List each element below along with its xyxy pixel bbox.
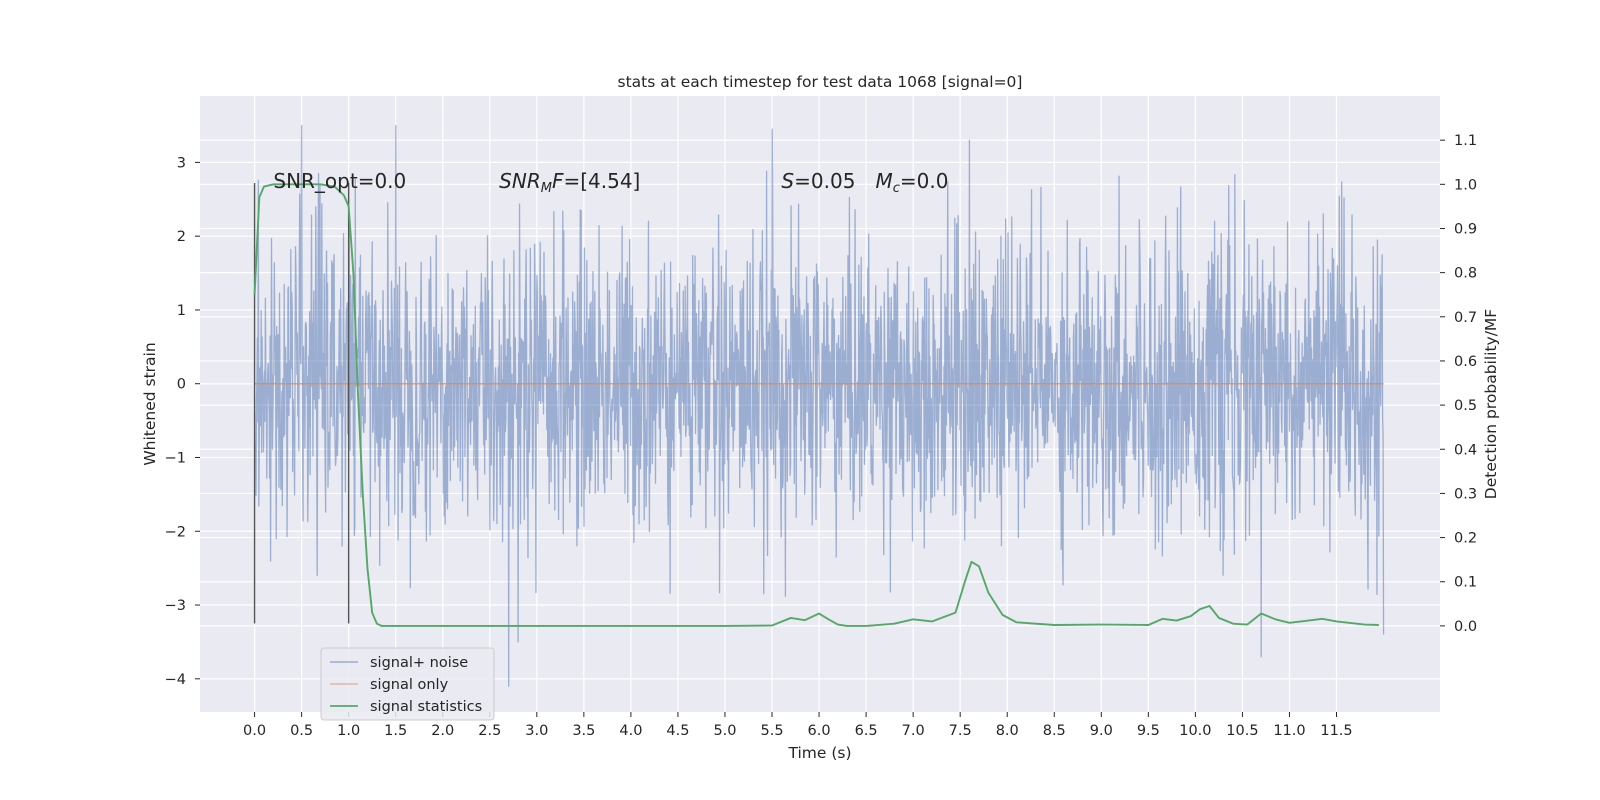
y2-axis-ticks: 1.1 1.0 0.9 0.8 0.7 0.6 0.5 0.4 0.3 0.2 0.1 0.0	[1440, 133, 1477, 635]
x-tick-label: 8.5	[1043, 723, 1066, 739]
y2-tick-label: 1.1	[1454, 133, 1477, 149]
y2-tick-label: 0.2	[1454, 531, 1477, 547]
series-signal-statistics	[253, 183, 1379, 627]
annotation: SNR_opt=0.0	[273, 169, 406, 193]
x-tick-label: 2.5	[478, 723, 501, 739]
y2-tick-label: 0.8	[1454, 266, 1477, 282]
x-axis-label: Time (s)	[787, 744, 851, 762]
x-tick-label: 5.5	[760, 723, 783, 739]
y2-tick-label: 0.9	[1454, 221, 1477, 237]
y-tick-label: 3	[177, 155, 186, 171]
y2-tick-label: 1.0	[1454, 177, 1477, 193]
y2-tick-label: 0.1	[1454, 575, 1477, 591]
x-tick-label: 3.0	[525, 723, 548, 739]
x-tick-label: 6.0	[808, 723, 831, 739]
x-tick-label: 11.0	[1273, 723, 1305, 739]
y-tick-label: −1	[165, 450, 186, 466]
y-tick-label: −2	[165, 524, 186, 540]
x-tick-label: 11.5	[1320, 723, 1352, 739]
x-tick-label: 8.0	[996, 723, 1019, 739]
x-axis-ticks: 0.0 0.5 1.0 1.5 2.0 2.5 3.0 3.5 4.0 4.5 5.0 5.5 6.0 6…	[243, 712, 1353, 739]
x-tick-label: 10.5	[1226, 723, 1258, 739]
y-tick-label: −4	[165, 672, 186, 688]
x-tick-label: 10.0	[1179, 723, 1211, 739]
annotation: SNRMF=[4.54]	[499, 169, 640, 196]
x-tick-label: 6.5	[855, 723, 878, 739]
x-tick-label: 5.0	[713, 723, 736, 739]
x-tick-label: 7.0	[902, 723, 925, 739]
y-tick-label: 0	[177, 377, 186, 393]
series-signal-plus-noise	[253, 124, 1385, 687]
x-tick-label: 7.5	[949, 723, 972, 739]
y2-tick-label: 0.4	[1454, 442, 1477, 458]
annotation: Mc=0.0	[876, 169, 949, 196]
x-tick-label: 0.0	[243, 723, 266, 739]
y2-tick-label: 0.3	[1454, 486, 1477, 502]
y2-tick-label: 0.7	[1454, 310, 1477, 326]
legend-box	[320, 647, 495, 721]
x-tick-label: 3.5	[572, 723, 595, 739]
y-tick-label: 1	[177, 303, 186, 319]
x-tick-label: 4.0	[619, 723, 642, 739]
vertical-markers	[253, 183, 350, 624]
y2-axis-label: Detection probability/MF	[1482, 309, 1500, 500]
legend: signal+ noise signal only signal statist…	[320, 647, 495, 721]
annotations: SNR_opt=0.0 SNRMF=[4.54] S=0.05 Mc=0.0	[273, 169, 948, 196]
x-tick-label: 2.0	[431, 723, 454, 739]
y-axis-ticks: 3 2 1 0 −1 −2 −3 −4	[165, 155, 200, 688]
series-signal-statistics-line	[253, 183, 1379, 627]
x-tick-label: 1.0	[337, 723, 360, 739]
legend-label-signal-plus-noise: signal+ noise	[370, 655, 468, 671]
y2-tick-label: 0.0	[1454, 619, 1477, 635]
series-signal-plus-noise-line	[253, 124, 1385, 687]
x-tick-label: 1.5	[384, 723, 407, 739]
y2-tick-label: 0.6	[1454, 354, 1477, 370]
x-tick-label: 0.5	[290, 723, 313, 739]
annotation: S=0.05	[781, 169, 855, 193]
x-tick-label: 9.5	[1137, 723, 1160, 739]
x-tick-label: 4.5	[666, 723, 689, 739]
y-tick-label: −3	[165, 598, 186, 614]
legend-label-signal-statistics: signal statistics	[370, 699, 482, 715]
y-tick-label: 2	[177, 229, 186, 245]
x-tick-label: 9.0	[1090, 723, 1113, 739]
legend-label-signal-only: signal only	[370, 677, 449, 693]
y2-tick-label: 0.5	[1454, 398, 1477, 414]
y-axis-label: Whitened strain	[141, 342, 159, 465]
chart-title: stats at each timestep for test data 106…	[618, 73, 1023, 91]
